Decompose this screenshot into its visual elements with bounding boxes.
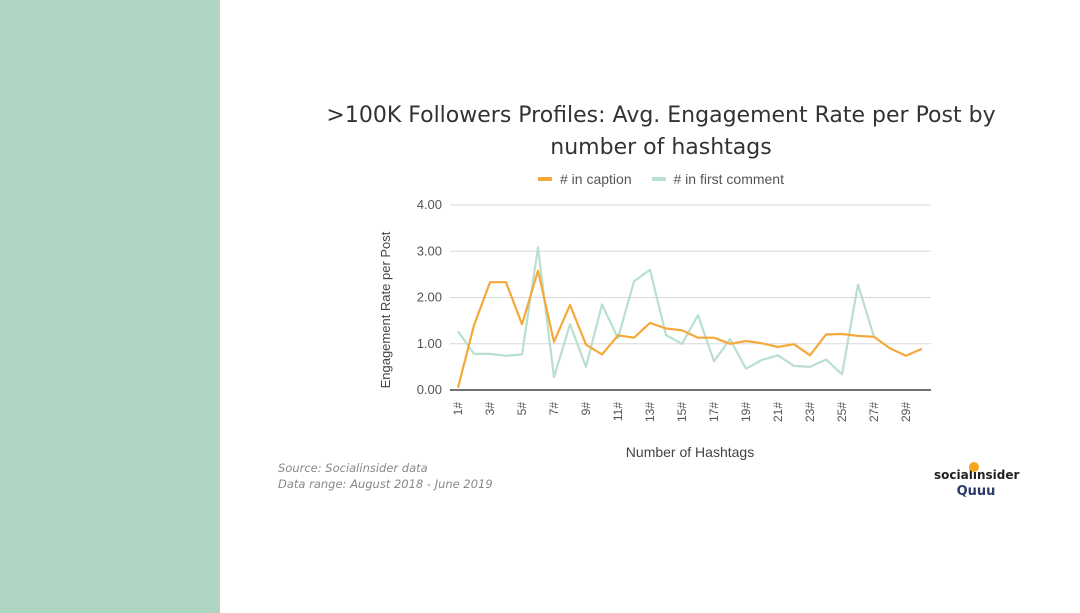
x-tick-label: 27# <box>867 402 881 422</box>
x-tick-label: 17# <box>707 402 721 422</box>
x-tick-label: 21# <box>771 402 785 422</box>
chart-title-line-1: >100K Followers Profiles: Avg. Engagemen… <box>326 103 996 128</box>
data-range-text: Data range: August 2018 - June 2019 <box>278 477 493 491</box>
y-tick-label: 4.00 <box>417 197 442 212</box>
x-tick-label: 19# <box>739 402 753 422</box>
x-tick-label: 15# <box>675 402 689 422</box>
legend-label-first-comment: # in first comment <box>673 171 784 187</box>
chart-legend: # in caption # in first comment <box>300 168 1022 187</box>
source-note: Source: Socialinsider data Data range: A… <box>278 460 493 492</box>
quuu-logo: Quuu <box>956 484 996 499</box>
chart-title: >100K Followers Profiles: Avg. Engagemen… <box>300 100 1022 164</box>
series-line-caption <box>456 269 923 388</box>
x-tick-label: 9# <box>579 402 593 416</box>
socialinsider-logo-text: socialinsider <box>934 468 1020 482</box>
socialinsider-logo: socialinsider <box>934 462 1020 484</box>
legend-item-caption: # in caption <box>538 171 632 187</box>
series-line-first-comment <box>457 246 876 379</box>
x-axis-title: Number of Hashtags <box>626 444 754 460</box>
side-panel <box>0 0 220 613</box>
y-tick-label: 1.00 <box>417 336 442 351</box>
y-axis-title: Engagement Rate per Post <box>378 231 393 388</box>
x-tick-label: 5# <box>515 402 529 416</box>
legend-item-first-comment: # in first comment <box>651 171 784 187</box>
legend-label-caption: # in caption <box>560 171 632 187</box>
y-tick-label: 2.00 <box>417 290 442 305</box>
x-tick-label: 11# <box>611 402 625 421</box>
x-tick-label: 25# <box>835 402 849 422</box>
x-tick-label: 1# <box>451 402 465 416</box>
legend-swatch-caption <box>538 177 552 181</box>
brand-logo: socialinsider Quuu <box>934 462 1020 500</box>
legend-swatch-first-comment <box>651 177 666 181</box>
y-tick-label: 3.00 <box>417 243 442 258</box>
x-tick-label: 23# <box>803 402 817 422</box>
x-tick-label: 29# <box>899 402 913 422</box>
chart-title-line-2: number of hashtags <box>550 135 772 160</box>
x-tick-label: 13# <box>643 402 657 422</box>
logo-dot-icon <box>969 462 979 472</box>
x-tick-label: 3# <box>483 402 497 416</box>
source-text: Source: Socialinsider data <box>278 461 428 475</box>
x-tick-label: 7# <box>547 402 561 416</box>
y-tick-label: 0.00 <box>417 382 442 397</box>
